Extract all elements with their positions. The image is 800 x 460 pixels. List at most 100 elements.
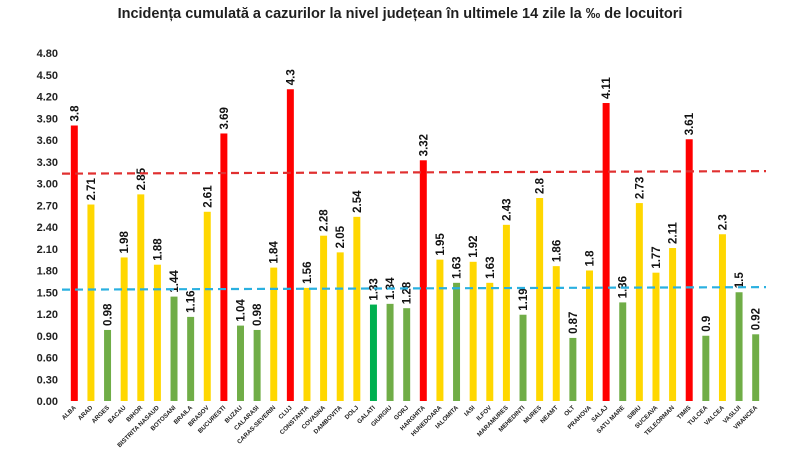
bar [635, 203, 643, 401]
bar [403, 308, 411, 401]
bar [619, 302, 627, 401]
data-label: 1.63 [485, 256, 497, 278]
bar [586, 270, 593, 401]
data-label: 2.61 [202, 185, 214, 208]
bar [519, 314, 527, 401]
y-tick-label: 3.90 [37, 113, 58, 125]
bar [602, 103, 610, 402]
data-label: 1.16 [186, 291, 198, 313]
data-label: 1.5 [734, 272, 746, 289]
y-tick-label: 0.60 [37, 353, 58, 365]
data-label: 3.32 [418, 134, 430, 156]
data-label: 3.61 [684, 112, 696, 135]
data-label: 2.05 [335, 225, 347, 248]
data-label: 2.73 [634, 177, 646, 199]
data-label: 0.92 [751, 308, 763, 330]
bar [752, 334, 760, 401]
bar [187, 316, 195, 401]
data-label: 1.8 [585, 250, 597, 267]
data-label: 1.44 [169, 270, 181, 293]
y-tick-label: 3.60 [37, 135, 58, 147]
bar [203, 211, 211, 401]
y-tick-label: 0.00 [37, 396, 58, 408]
data-label: 2.28 [319, 209, 331, 232]
data-label: 0.98 [252, 303, 264, 326]
bar [486, 282, 494, 401]
bar [153, 264, 161, 401]
bar [436, 259, 444, 401]
bar [87, 204, 95, 401]
bar [735, 292, 743, 401]
bar [320, 235, 328, 401]
data-label: 1.56 [302, 262, 314, 284]
data-label: 4.11 [601, 77, 613, 99]
y-tick-label: 3.30 [37, 157, 58, 169]
y-tick-label: 4.20 [37, 92, 58, 104]
data-label: 2.71 [86, 178, 98, 201]
chart-title: Incidența cumulată a cazurilor la nivel … [117, 6, 683, 22]
bar [669, 248, 677, 401]
data-label: 3.69 [219, 107, 231, 129]
bar [286, 89, 294, 401]
data-label: 1.95 [435, 233, 447, 256]
bar [419, 160, 427, 401]
bar [137, 194, 145, 401]
data-label: 1.63 [452, 256, 464, 278]
bar [718, 234, 726, 401]
y-tick-label: 4.80 [37, 48, 58, 60]
data-label: 2.54 [352, 190, 364, 213]
bar [70, 125, 78, 401]
data-label: 2.43 [501, 198, 513, 220]
x-tick-label: NEAMT [539, 404, 560, 425]
bar [552, 266, 560, 401]
bar [353, 216, 361, 401]
data-label: 1.04 [236, 299, 248, 322]
data-label: 0.87 [568, 312, 580, 334]
bar [336, 252, 344, 401]
data-label: 2.8 [535, 177, 547, 194]
data-label: 1.77 [651, 246, 663, 268]
y-tick-label: 2.70 [37, 200, 58, 212]
bar [253, 329, 261, 401]
bar [104, 329, 112, 401]
data-label: 1.92 [468, 235, 480, 257]
bar [652, 272, 660, 401]
y-tick-label: 0.90 [37, 331, 58, 343]
x-tick-label: TELEORMAN [643, 404, 676, 437]
data-label: 1.98 [119, 230, 131, 253]
y-tick-label: 2.10 [37, 244, 58, 256]
bar [220, 133, 228, 401]
data-label: 1.84 [269, 241, 281, 264]
bar [453, 282, 461, 401]
data-label: 2.11 [668, 222, 680, 244]
bar [369, 304, 377, 401]
bar [170, 296, 178, 401]
x-tick-label: OLT [563, 404, 577, 418]
data-label: 1.86 [551, 240, 563, 262]
bar [303, 287, 311, 401]
x-tick-label: IASI [463, 404, 477, 418]
bar [237, 325, 244, 401]
y-tick-label: 0.30 [37, 374, 58, 386]
data-label: 4.3 [285, 69, 297, 85]
y-tick-label: 3.00 [37, 179, 58, 191]
y-tick-label: 4.50 [37, 70, 58, 82]
threshold-line [61, 286, 767, 291]
bar [685, 139, 693, 401]
y-tick-label: 1.80 [37, 266, 58, 278]
data-label: 2.85 [136, 167, 148, 190]
data-label: 2.3 [717, 214, 729, 230]
bar [702, 335, 710, 401]
data-label: 0.98 [103, 303, 115, 326]
bar [386, 303, 394, 401]
data-label: 0.9 [701, 316, 713, 332]
bar [569, 337, 577, 401]
data-label: 1.19 [518, 288, 530, 310]
x-tick-label: ALBA [61, 404, 78, 421]
bar [469, 261, 477, 401]
data-label: 3.8 [69, 105, 81, 122]
threshold-line [61, 170, 767, 175]
y-tick-label: 1.50 [37, 287, 58, 299]
